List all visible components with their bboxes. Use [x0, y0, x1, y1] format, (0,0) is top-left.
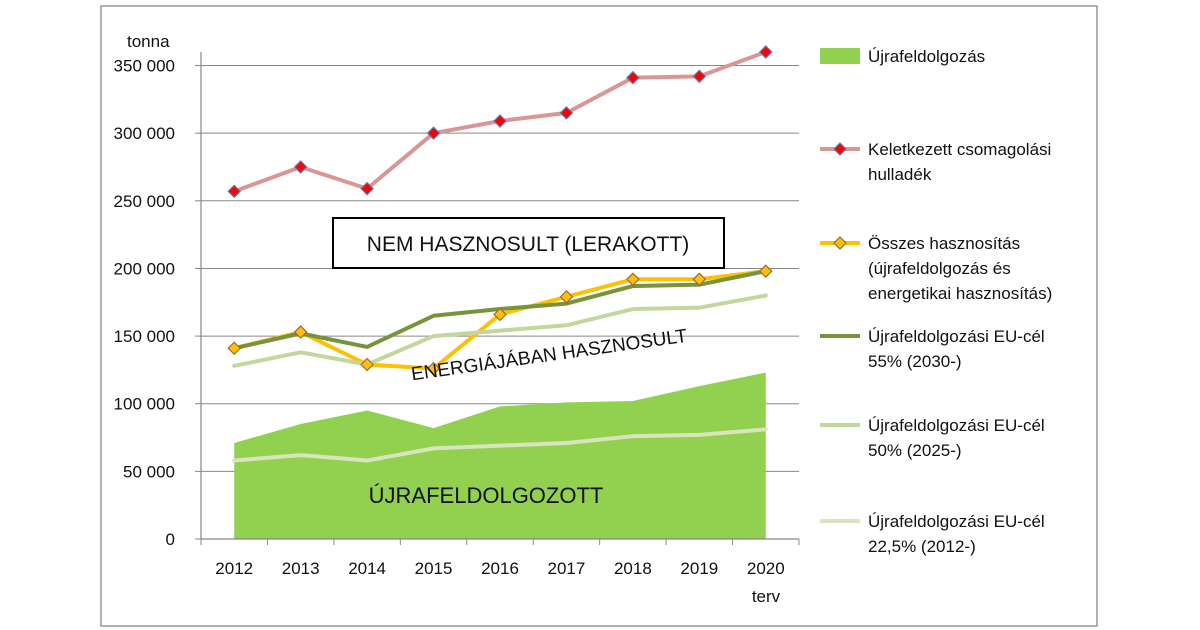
- y-tick-label: 100 000: [114, 395, 175, 414]
- y-unit-label: tonna: [127, 32, 170, 51]
- y-tick-labels: 350 000 300 000 250 000 200 000 150 000 100 0…: [114, 57, 175, 549]
- series-marker-2: [626, 272, 640, 287]
- y-tick-label: 350 000: [114, 57, 175, 76]
- legend-label: Újrafeldolgozási EU-cél: [868, 416, 1045, 435]
- area-layer: [234, 372, 766, 539]
- series-marker-1: [227, 184, 242, 199]
- series-marker-1: [493, 114, 507, 128]
- x-tick-label: 2020: [747, 559, 785, 578]
- legend-item-0: Újrafeldolgozás: [820, 47, 985, 66]
- x-tick-label: 2019: [680, 559, 718, 578]
- legend-item-5: Újrafeldolgozási EU-cél 22,5% (2012-): [820, 512, 1045, 556]
- legend-label: hulladék: [868, 165, 932, 184]
- legend-item-3: Újrafeldolgozási EU-cél 55% (2030-): [820, 327, 1045, 371]
- series-marker-1: [293, 160, 308, 174]
- x-tick-label: 2017: [548, 559, 586, 578]
- series-marker-2: [559, 290, 574, 304]
- annotation-recycled-text: ÚJRAFELDOLGOZOTT: [369, 483, 604, 508]
- axes: [195, 52, 800, 545]
- series-line-5: [232, 427, 768, 463]
- series-marker-2: [360, 357, 374, 372]
- series-marker-2: [293, 325, 308, 339]
- annotation-unused-box: NEM HASZNOSULT (LERAKOTT): [332, 217, 725, 269]
- legend-label: 50% (2025-): [868, 441, 962, 460]
- legend-label: Összes hasznosítás: [868, 234, 1020, 253]
- legend-label: (újrafeldolgozás és: [868, 259, 1011, 278]
- x-tick-label: 2015: [415, 559, 453, 578]
- y-tick-label: 300 000: [114, 124, 175, 143]
- series-marker-2: [692, 272, 707, 287]
- series-marker-2: [493, 307, 507, 322]
- annotation-unused-box-frame: [332, 217, 725, 269]
- legend-marker: [833, 236, 847, 250]
- x-tick-label: 2016: [481, 559, 519, 578]
- x-last-category-note: terv: [752, 587, 781, 606]
- markers-layer: [227, 45, 773, 376]
- y-tick-label: 200 000: [114, 259, 175, 278]
- legend-item-1: Keletkezett csomagolási hulladék: [820, 140, 1051, 184]
- legend-label: Keletkezett csomagolási: [868, 140, 1051, 159]
- x-tick-label: 2018: [614, 559, 652, 578]
- legend-swatch: [820, 48, 860, 64]
- y-tick-label: 0: [166, 530, 175, 549]
- series-line-4: [232, 293, 768, 368]
- y-tick-label: 150 000: [114, 327, 175, 346]
- x-tick-labels: 2012 2013 2014 2015 2016 2017 2018 2019 2020: [215, 559, 784, 578]
- annotation-unused-text: NEM HASZNOSULT (LERAKOTT): [367, 233, 689, 256]
- series-marker-1: [360, 181, 374, 196]
- series-marker-1: [426, 126, 441, 141]
- x-tick-label: 2012: [215, 559, 253, 578]
- x-tick-label: 2014: [348, 559, 386, 578]
- legend-label: Újrafeldolgozási EU-cél: [868, 327, 1045, 346]
- legend-marker: [833, 142, 847, 156]
- x-tick-label: 2013: [282, 559, 320, 578]
- y-tick-label: 50 000: [123, 462, 175, 481]
- series-marker-1: [559, 106, 574, 120]
- legend-label: Újrafeldolgozás: [868, 47, 985, 66]
- series-marker-1: [626, 70, 640, 85]
- legend-label: energetikai hasznosítás): [868, 284, 1052, 303]
- series-marker-2: [758, 264, 773, 278]
- series-marker-1: [758, 45, 773, 59]
- legend-label: 55% (2030-): [868, 352, 962, 371]
- legend-item-4: Újrafeldolgozási EU-cél 50% (2025-): [820, 416, 1045, 460]
- legend-label: 22,5% (2012-): [868, 537, 976, 556]
- series-marker-2: [227, 341, 242, 356]
- y-tick-label: 250 000: [114, 192, 175, 211]
- series-area-recycling: [234, 372, 766, 539]
- legend-item-2: Összes hasznosítás (újrafeldolgozás és ene…: [820, 234, 1052, 303]
- series-marker-2: [426, 361, 441, 376]
- legend-label: Újrafeldolgozási EU-cél: [868, 512, 1045, 531]
- legend: Újrafeldolgozás Keletkezett csomagolási hu…: [820, 47, 1052, 556]
- series-marker-1: [692, 69, 707, 84]
